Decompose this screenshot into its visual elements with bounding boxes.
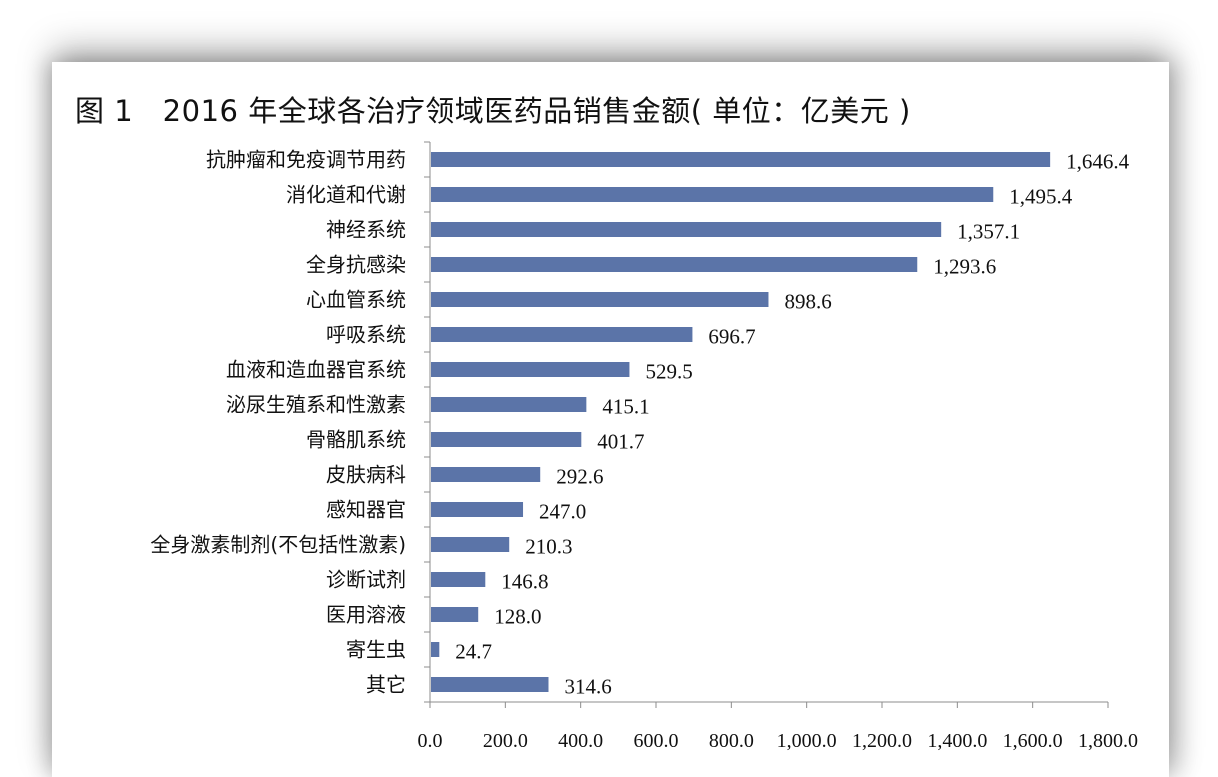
data-label: 128.0 bbox=[494, 605, 541, 629]
data-label: 1,646.4 bbox=[1066, 150, 1130, 174]
value-tick-label: 800.0 bbox=[709, 730, 754, 752]
value-tick-label: 1,600.0 bbox=[1003, 730, 1063, 752]
data-label: 529.5 bbox=[645, 360, 692, 384]
value-tick-label: 0.0 bbox=[418, 730, 443, 752]
value-tick-label: 1,200.0 bbox=[852, 730, 912, 752]
bar bbox=[431, 572, 486, 587]
bar bbox=[431, 642, 440, 657]
data-label: 898.6 bbox=[784, 290, 831, 314]
value-tick-label: 400.0 bbox=[558, 730, 603, 752]
chart-sheet bbox=[52, 62, 1169, 777]
data-label: 401.7 bbox=[597, 430, 644, 454]
bar bbox=[431, 187, 994, 202]
category-label: 寄生虫 bbox=[346, 638, 406, 662]
data-label: 1,357.1 bbox=[957, 220, 1020, 244]
category-label: 感知器官 bbox=[326, 498, 406, 522]
bar bbox=[431, 152, 1051, 167]
data-label: 1,293.6 bbox=[933, 255, 996, 279]
value-tick-label: 200.0 bbox=[483, 730, 528, 752]
bar bbox=[431, 677, 549, 692]
bar bbox=[431, 607, 479, 622]
data-label: 146.8 bbox=[501, 570, 548, 594]
category-label: 呼吸系统 bbox=[326, 323, 406, 347]
category-label: 全身激素制剂(不包括性激素) bbox=[150, 533, 406, 557]
value-tick-label: 600.0 bbox=[634, 730, 679, 752]
data-label: 210.3 bbox=[525, 535, 572, 559]
data-label: 292.6 bbox=[556, 465, 603, 489]
data-label: 1,495.4 bbox=[1009, 185, 1073, 209]
value-tick-label: 1,800.0 bbox=[1078, 730, 1138, 752]
category-label: 医用溶液 bbox=[326, 603, 406, 627]
category-label: 骨骼肌系统 bbox=[306, 428, 406, 452]
value-tick-label: 1,000.0 bbox=[777, 730, 837, 752]
bar bbox=[431, 502, 524, 517]
category-label: 泌尿生殖系和性激素 bbox=[226, 393, 406, 417]
bar bbox=[431, 257, 918, 272]
bar bbox=[431, 362, 630, 377]
category-label: 血液和造血器官系统 bbox=[226, 358, 406, 382]
category-label: 心血管系统 bbox=[306, 288, 406, 312]
data-label: 247.0 bbox=[539, 500, 586, 524]
bar bbox=[431, 432, 582, 447]
data-label: 314.6 bbox=[564, 675, 611, 699]
bar bbox=[431, 537, 510, 552]
category-label: 其它 bbox=[366, 673, 406, 697]
category-label: 皮肤病科 bbox=[326, 463, 406, 487]
value-tick-label: 1,400.0 bbox=[927, 730, 987, 752]
bar bbox=[431, 327, 693, 342]
data-label: 696.7 bbox=[708, 325, 755, 349]
chart-title: 图 1 2016 年全球各治疗领域医药品销售金额( 单位：亿美元 ) bbox=[75, 94, 911, 128]
category-label: 诊断试剂 bbox=[326, 568, 406, 592]
bar bbox=[431, 222, 942, 237]
category-label: 全身抗感染 bbox=[306, 253, 406, 277]
bar bbox=[431, 397, 587, 412]
bar bbox=[431, 467, 541, 482]
bar bbox=[431, 292, 769, 307]
category-label: 抗肿瘤和免疫调节用药 bbox=[206, 148, 406, 172]
data-label: 415.1 bbox=[602, 395, 649, 419]
data-label: 24.7 bbox=[455, 640, 492, 664]
category-label: 神经系统 bbox=[326, 218, 406, 242]
category-label: 消化道和代谢 bbox=[286, 183, 406, 207]
